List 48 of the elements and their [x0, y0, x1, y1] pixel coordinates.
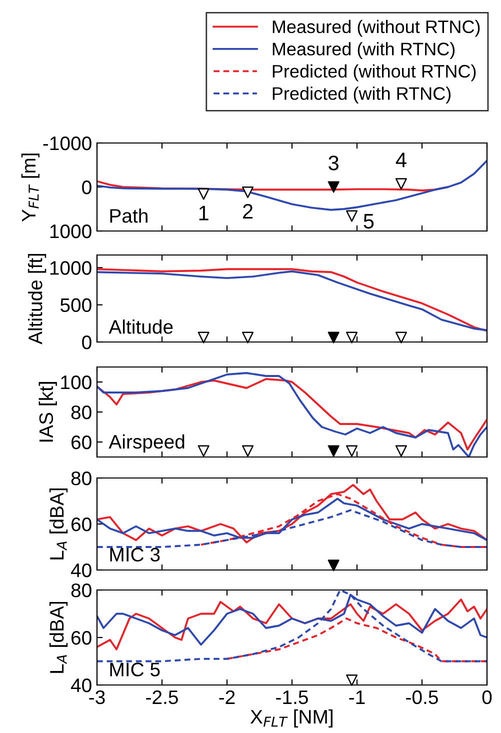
y-tick-label: 60 [72, 630, 92, 645]
y-axis-title: L$_{A}$ [dBA] [49, 488, 68, 560]
y-tick-label: 100 [61, 375, 92, 390]
y-tick-label: 40 [70, 563, 92, 578]
annotation: Path [110, 208, 148, 223]
annotation: 5 [364, 214, 374, 229]
x-tick-label: 0 [482, 690, 492, 704]
annotation: 1 [199, 206, 208, 220]
annotation: MIC 3 [110, 548, 160, 562]
point [328, 181, 340, 193]
y-tick-label: 1000 [50, 261, 92, 275]
annotation: MIC 5 [110, 662, 160, 676]
annotation: Airspeed [108, 434, 184, 452]
line-series [226, 618, 487, 662]
annotation: 2 [243, 204, 253, 218]
annotation: Altitude [108, 320, 173, 334]
point [395, 178, 407, 190]
x-tick-label: -2.5 [146, 690, 178, 704]
y-tick-label: 80 [71, 583, 92, 598]
legend-label: Measured (without RTNC) [272, 20, 480, 37]
legend-label: Measured (with RTNC) [272, 42, 455, 59]
y-tick-label: 60 [72, 435, 92, 450]
point [346, 210, 358, 222]
y-axis-title: L$_{A}$ [dBA] [49, 602, 68, 673]
y-tick-label: 0 [82, 335, 92, 350]
point [242, 186, 254, 198]
y-tick-label: 500 [60, 298, 92, 312]
legend-label: Predicted (without RTNC) [272, 64, 476, 82]
x-axis-title: X$_{FLT}$ [NM] [250, 709, 332, 728]
x-tick-label: -0.5 [406, 690, 438, 704]
y-tick-label: -1000 [43, 136, 92, 150]
annotation: 4 [396, 152, 406, 168]
y-tick-label: 80 [71, 405, 92, 420]
legend-label: Predicted (with RTNC) [272, 86, 451, 104]
x-tick-label: -3 [89, 690, 105, 704]
x-tick-label: -1.5 [276, 690, 308, 704]
annotation: 3 [328, 156, 338, 170]
point [198, 188, 210, 200]
x-tick-label: -2 [219, 690, 235, 704]
y-axis-title: Altitude [ft] [28, 254, 46, 344]
y-tick-label: 40 [70, 678, 92, 692]
y-tick-label: 0 [82, 180, 92, 194]
y-tick-label: 80 [71, 471, 92, 486]
y-axis-title: Y$_{FLT}$ [m] [21, 154, 40, 222]
x-tick-label: -1 [349, 690, 365, 704]
y-axis-title: IAS [kt] [38, 382, 57, 442]
y-tick-label: 60 [72, 517, 92, 532]
y-tick-label: 1000 [50, 224, 92, 238]
